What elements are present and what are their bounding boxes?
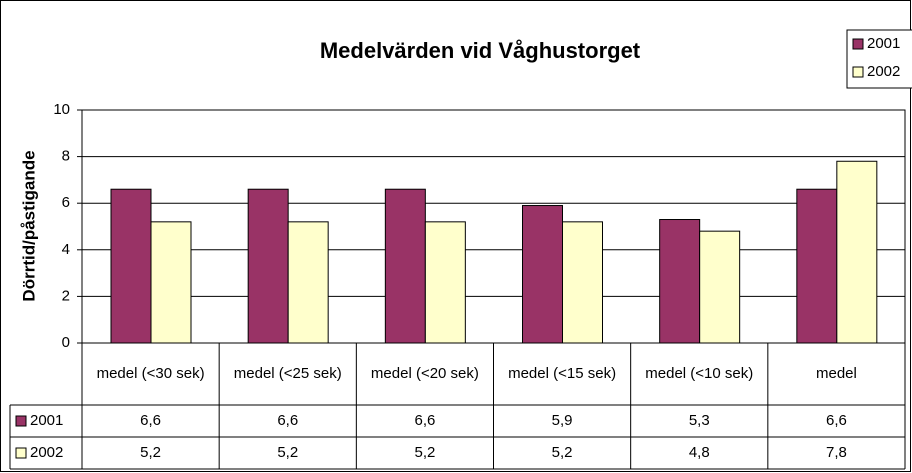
x-tick-label: medel (<25 sek) — [234, 365, 342, 382]
bar — [247, 188, 289, 344]
bar — [562, 221, 603, 344]
bar — [110, 188, 152, 344]
bar — [699, 230, 741, 344]
y-tick-label: 2 — [62, 287, 70, 304]
table-cell: 6,6 — [140, 412, 161, 429]
table-cell: 5,2 — [277, 444, 298, 461]
x-tick-label: medel — [816, 365, 857, 382]
legend-key — [15, 447, 27, 459]
bar — [287, 221, 329, 344]
table-cell: 6,6 — [414, 412, 435, 429]
legend-label: 2001 — [867, 35, 900, 52]
table-cell: 6,6 — [277, 412, 298, 429]
bar — [836, 160, 878, 344]
legend-key — [852, 38, 864, 50]
bar — [384, 188, 426, 344]
table-cell: 5,9 — [552, 412, 573, 429]
x-tick-label: medel (<15 sek) — [508, 365, 616, 382]
y-tick-label: 0 — [62, 334, 70, 351]
plot-area — [81, 109, 906, 344]
y-tick-label: 4 — [62, 241, 70, 258]
table-cell: 7,8 — [826, 444, 847, 461]
y-tick-label: 10 — [53, 101, 70, 118]
legend-label: 2002 — [867, 63, 900, 80]
y-axis-label: Dörrtid/påstigande — [19, 150, 38, 301]
bar — [659, 219, 701, 344]
table-cell: 5,3 — [689, 412, 710, 429]
table-row-header: 2002 — [30, 444, 63, 461]
bar — [150, 221, 192, 344]
table-cell: 5,2 — [140, 444, 161, 461]
bar — [522, 205, 563, 344]
chart-title: Medelvärden vid Våghustorget — [320, 38, 641, 63]
bar — [424, 221, 466, 344]
table-cell: 5,2 — [414, 444, 435, 461]
bar — [796, 188, 838, 344]
y-tick-label: 8 — [62, 148, 70, 165]
x-tick-label: medel (<20 sek) — [371, 365, 479, 382]
x-tick-label: medel (<30 sek) — [97, 365, 205, 382]
x-tick-label: medel (<10 sek) — [645, 365, 753, 382]
table-cell: 5,2 — [552, 444, 573, 461]
table-cell: 4,8 — [689, 444, 710, 461]
legend-key — [852, 66, 864, 78]
table-cell: 6,6 — [826, 412, 847, 429]
legend-key — [15, 415, 27, 427]
table-row-header: 2001 — [30, 412, 63, 429]
y-tick-label: 6 — [62, 194, 70, 211]
